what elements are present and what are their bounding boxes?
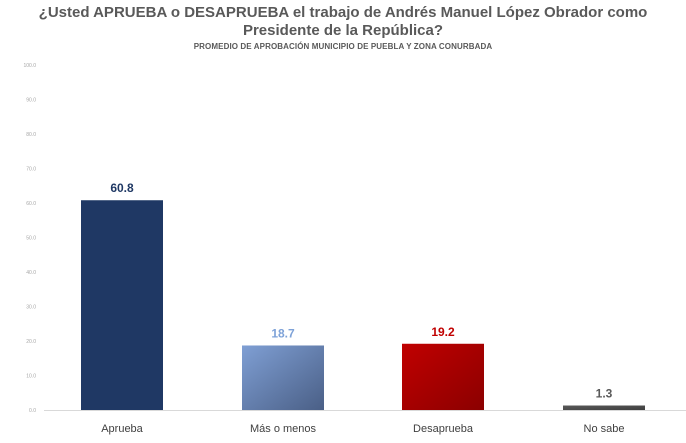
chart-title: ¿Usted APRUEBA o DESAPRUEBA el trabajo d… [0,4,686,40]
data-label-desaprueba: 19.2 [431,325,455,339]
y-tick-label: 30.0 [26,305,36,311]
bars [81,200,645,410]
y-tick-label: 40.0 [26,270,36,276]
y-tick-label: 100.0 [23,63,36,69]
y-tick-label: 60.0 [26,201,36,207]
data-label-mas-o-menos: 18.7 [271,326,295,340]
data-label-no-sabe: 1.3 [596,387,613,401]
chart-title-line-2: Presidente de la República? [242,22,444,39]
bar-desaprueba [402,343,484,410]
y-axis: 0.0 10.0 20.0 30.0 40.0 50.0 60.0 70.0 80.0 90.0 1… [23,63,36,414]
bar-no-sabe [563,405,645,410]
y-tick-label: 50.0 [26,236,36,242]
y-tick-label: 0.0 [29,408,36,414]
y-tick-label: 80.0 [26,132,36,138]
y-tick-label: 90.0 [26,98,36,104]
category-label-desaprueba: Desaprueba [413,423,474,435]
category-label-mas-o-menos: Más o menos [250,423,317,435]
y-tick-label: 10.0 [26,374,36,380]
data-label-aprueba: 60.8 [110,181,134,195]
x-axis-labels: Aprueba Más o menos Desaprueba No sabe [101,423,624,435]
chart-title-line-1: ¿Usted APRUEBA o DESAPRUEBA el trabajo d… [38,4,648,21]
category-label-aprueba: Aprueba [101,423,143,435]
data-labels: 60.8 18.7 19.2 1.3 [110,181,612,400]
bar-aprueba [81,200,163,410]
category-label-no-sabe: No sabe [584,423,625,435]
chart-subtitle: PROMEDIO DE APROBACIÓN MUNICIPIO DE PUEB… [193,42,493,51]
bar-mas-o-menos [242,345,324,410]
y-tick-label: 70.0 [26,167,36,173]
y-tick-label: 20.0 [26,339,36,345]
